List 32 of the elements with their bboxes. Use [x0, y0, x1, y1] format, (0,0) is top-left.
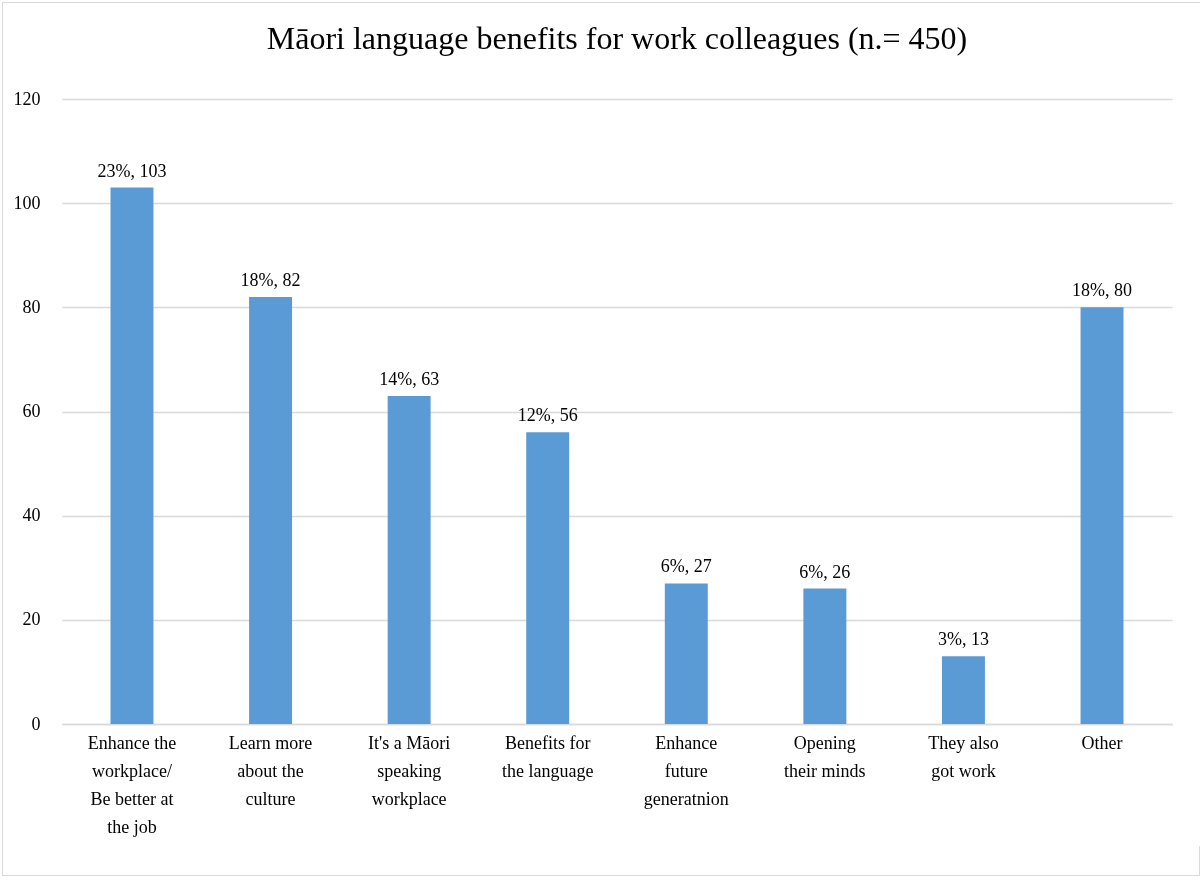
y-tick-label: 40 — [22, 505, 41, 526]
data-label: 6%, 26 — [799, 561, 851, 582]
x-tick-label: Enhance future generatnion — [643, 732, 729, 809]
x-tick-label: Enhance the workplace/ Be better at the job — [87, 732, 177, 837]
bar — [249, 296, 293, 724]
x-tick-label: It's a Māori speaking workplace — [368, 732, 451, 809]
data-label: 18%, 80 — [1072, 280, 1133, 301]
bar — [387, 395, 431, 724]
data-label: 3%, 13 — [937, 629, 989, 650]
data-label: 18%, 82 — [240, 269, 301, 290]
data-label: 12%, 56 — [517, 405, 578, 426]
y-tick-label: 0 — [31, 713, 41, 734]
chart-title: Māori language benefits for work colleagues (n.= 450) — [266, 20, 968, 56]
x-tick-label: Opening their minds — [784, 732, 866, 781]
bar — [941, 656, 985, 724]
bar — [803, 588, 847, 724]
bar — [664, 583, 708, 724]
data-label: 6%, 27 — [660, 556, 712, 577]
bar — [1080, 307, 1124, 724]
x-tick-label: They also got work — [928, 732, 999, 781]
y-tick-label: 80 — [22, 296, 41, 317]
bar — [526, 432, 570, 724]
y-tick-label: 20 — [22, 609, 41, 630]
bar — [110, 187, 154, 724]
x-tick-label: Other — [1081, 732, 1123, 753]
data-label: 23%, 103 — [97, 160, 167, 181]
x-tick-label: Learn more about the culture — [228, 732, 313, 809]
y-tick-label: 60 — [22, 401, 41, 421]
x-tick-label: Benefits for the language — [501, 732, 594, 781]
y-tick-label: 120 — [13, 88, 41, 109]
y-tick-label: 100 — [13, 192, 41, 213]
data-label: 14%, 63 — [379, 368, 440, 389]
